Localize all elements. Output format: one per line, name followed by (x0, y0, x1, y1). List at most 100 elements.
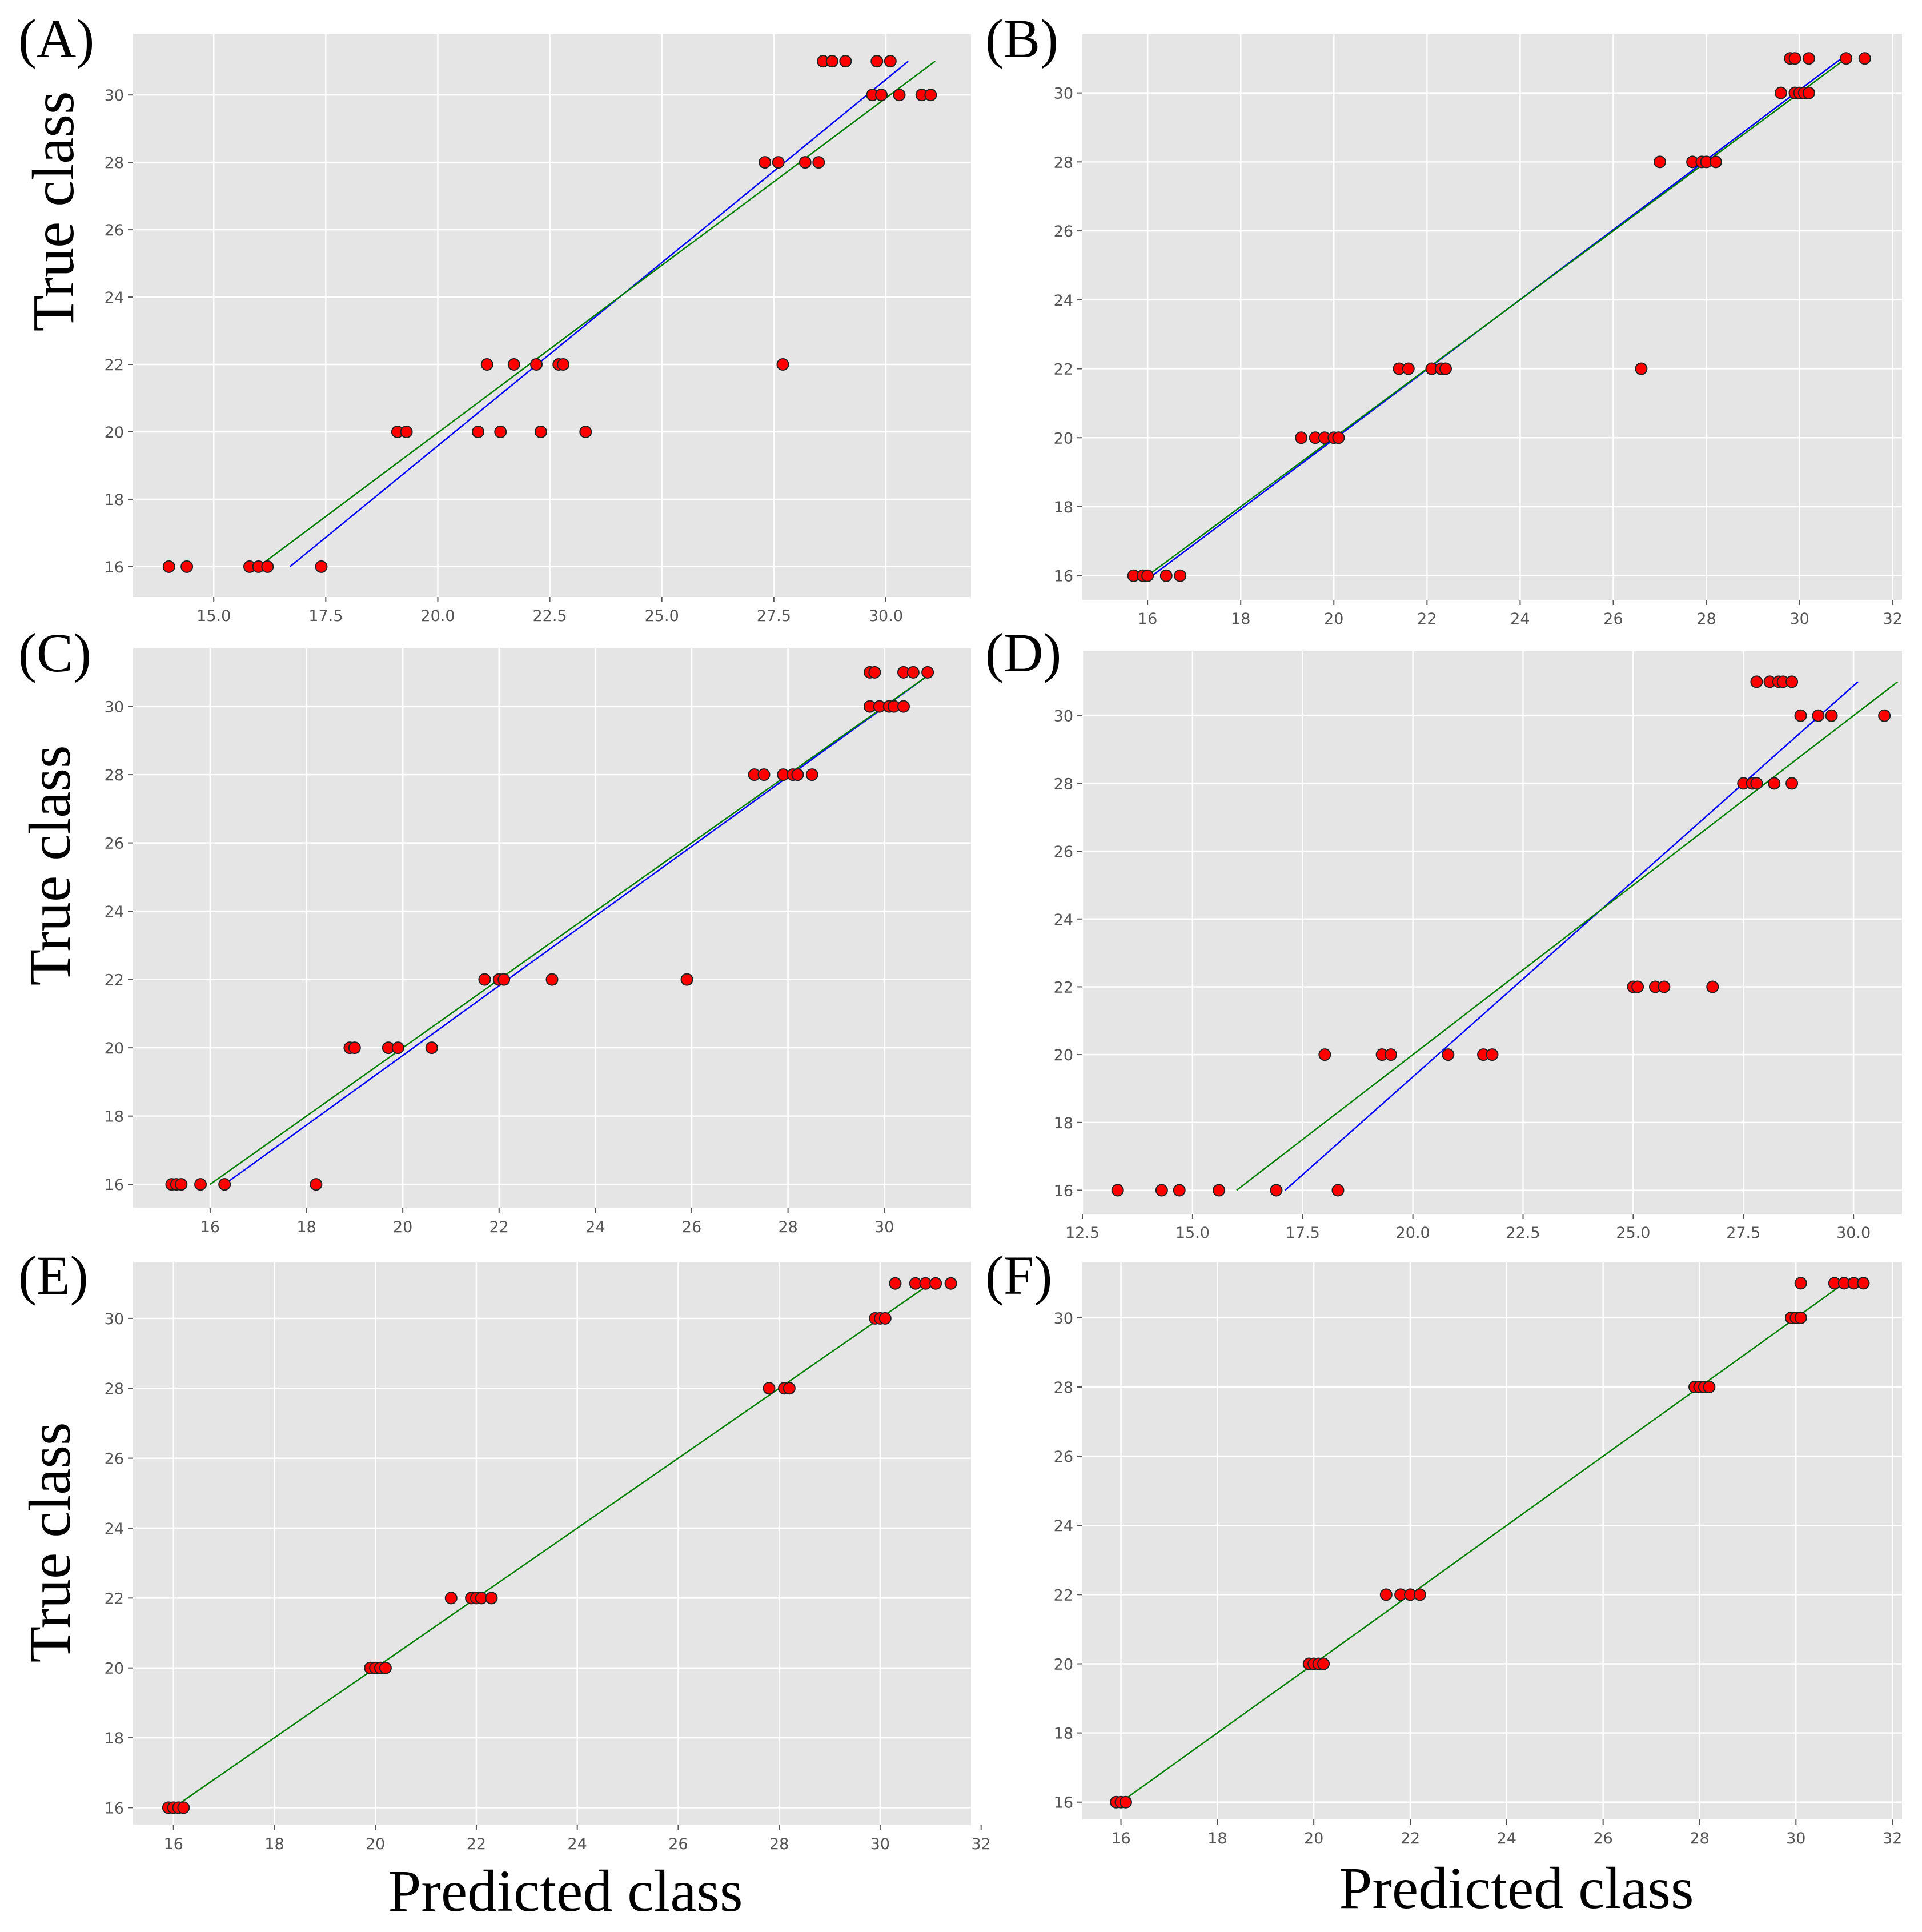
panel-c-data-point (497, 973, 511, 986)
panel-d-y-tick-label: 22 (1054, 979, 1073, 996)
panel-b-letter: (B) (985, 8, 1058, 69)
panel-a-y-tick-label: 20 (105, 424, 124, 442)
panel-a-data-point (870, 55, 884, 68)
panel-a-data-point (759, 156, 772, 169)
panel-f-x-tick-label: 32 (1883, 1830, 1902, 1847)
panel-c-data-point (791, 768, 804, 781)
panel-e-letter: (E) (18, 1245, 89, 1306)
panel-e-data-point (763, 1382, 776, 1395)
panel-b-y-tick-label: 28 (1054, 154, 1073, 171)
panel-a-blue-fit-line (289, 61, 909, 567)
panel-a-y-tick-label: 26 (105, 222, 124, 239)
panel-d-blue-fit-line (1285, 681, 1859, 1191)
panel-c-y-tick-label: 24 (105, 903, 124, 921)
panel-a-data-point (893, 89, 906, 102)
panel-b: 16 18 20 22 24 26 28 30 32 16 18 20 22 24 26 28 30 (B) (985, 8, 1903, 628)
panel-b-y-tick-label: 20 (1054, 430, 1073, 447)
panel-d-data-point (1878, 709, 1891, 722)
panel-b-y-tick-label: 30 (1054, 85, 1073, 103)
panel-a-data-point (557, 358, 570, 371)
panel-e-data-point (177, 1801, 190, 1814)
panel-a-data-point (180, 560, 194, 573)
panel-a-letter: (A) (18, 8, 94, 69)
x-axis-title-left: Predicted class (388, 1858, 743, 1924)
panel-e-data-point (944, 1277, 957, 1290)
panel-c-x-tick-label: 24 (585, 1218, 605, 1236)
panel-a-green-fit-line (258, 61, 936, 567)
panel-d-data-point (1213, 1184, 1226, 1197)
panel-e-plot-area (133, 1262, 971, 1825)
panel-e-data-point (485, 1592, 498, 1605)
panel-e-x-tick-label: 22 (467, 1835, 486, 1853)
panel-c-x-tick-label: 16 (200, 1218, 220, 1236)
panel-d-y-tick-label: 16 (1054, 1182, 1073, 1200)
panel-c-y-tick-label: 16 (105, 1176, 124, 1194)
panel-e-x-tick-label: 32 (971, 1835, 990, 1853)
panel-d-data-point (1318, 1048, 1331, 1061)
panel-d-y-tick-label: 24 (1054, 911, 1073, 929)
panel-d-x-tick-label: 22.5 (1506, 1224, 1540, 1242)
panel-f-y-tick-label: 26 (1054, 1448, 1073, 1466)
panel-e: 16 18 20 22 24 26 28 30 32 16 18 20 22 24 26 28 30 (E) (18, 1245, 991, 1853)
panel-c-y-tick-label: 30 (105, 699, 124, 716)
panel-c-data-point (680, 973, 693, 986)
panel-e-x-tick-label: 20 (366, 1835, 385, 1853)
panel-a-data-point (812, 156, 825, 169)
panel-c-blue-fit-line (224, 671, 933, 1185)
panel-c-data-point (921, 666, 934, 679)
panel-d-data-point (1331, 1184, 1345, 1197)
panel-a-y-tick-label: 22 (105, 356, 124, 374)
panel-b-data-point (1439, 362, 1452, 375)
panel-d-data-point (1785, 675, 1799, 688)
panel-d-y-tick-label: 18 (1054, 1115, 1073, 1132)
panel-a-y-tick-label: 16 (105, 559, 124, 576)
panel-f-x-tick-label: 20 (1304, 1830, 1323, 1847)
panel-d-data-point (1794, 709, 1807, 722)
panel-c-data-point (906, 666, 920, 679)
panel-d-data-point (1812, 709, 1825, 722)
panel-f-data-point (1317, 1657, 1330, 1670)
panel-f-x-tick-label: 26 (1593, 1830, 1612, 1847)
panel-d-x-tick-label: 15.0 (1175, 1224, 1210, 1242)
panel-e-x-tick-label: 16 (164, 1835, 183, 1853)
panel-a-data-point (924, 89, 937, 102)
panel-b-y-tick-label: 22 (1054, 361, 1073, 379)
panel-a-data-point (507, 358, 520, 371)
panel-c-x-tick-label: 22 (489, 1218, 509, 1236)
panel-e-x-tick-label: 24 (568, 1835, 587, 1853)
panel-e-y-tick-label: 22 (105, 1590, 124, 1608)
panel-e-x-tick-label: 26 (668, 1835, 688, 1853)
panel-f-green-fit-line (1120, 1282, 1845, 1803)
panel-f-y-tick-label: 18 (1054, 1725, 1073, 1743)
panel-a-data-point (530, 358, 543, 371)
panel-d-y-tick-label: 26 (1054, 843, 1073, 861)
panel-e-y-tick-label: 20 (105, 1660, 124, 1678)
y-axis-title-middle: True class (17, 745, 83, 986)
panel-a-y-tick-label: 24 (105, 289, 124, 307)
panel-d-data-point (1486, 1048, 1499, 1061)
panel-e-y-tick-label: 16 (105, 1799, 124, 1817)
panel-d-data-point (1155, 1184, 1168, 1197)
panel-a-x-tick-label: 30.0 (869, 607, 903, 625)
panel-c-data-point (425, 1041, 438, 1055)
panel-c-data-point (478, 973, 491, 986)
panel-b-x-tick-label: 26 (1603, 610, 1623, 628)
panel-c-x-tick-label: 28 (778, 1218, 797, 1236)
panel-b-data-point (1295, 431, 1308, 444)
panel-b-x-tick-label: 22 (1417, 610, 1437, 628)
panel-e-data-point (878, 1312, 892, 1325)
panel-c-data-point (218, 1178, 231, 1191)
panel-c-data-point (391, 1041, 404, 1055)
panel-a-data-point (772, 156, 785, 169)
panel-a-data-point (494, 425, 507, 438)
panel-b-x-tick-label: 16 (1138, 610, 1157, 628)
panel-b-data-point (1840, 52, 1853, 65)
panel-e-y-tick-label: 18 (105, 1730, 124, 1747)
panel-e-data-point (444, 1592, 458, 1605)
panel-a-data-point (799, 156, 812, 169)
panel-b-data-point (1788, 52, 1801, 65)
panel-f-x-tick-label: 24 (1497, 1830, 1516, 1847)
panel-f-y-tick-label: 22 (1054, 1586, 1073, 1604)
panel-d-x-tick-label: 12.5 (1065, 1224, 1100, 1242)
